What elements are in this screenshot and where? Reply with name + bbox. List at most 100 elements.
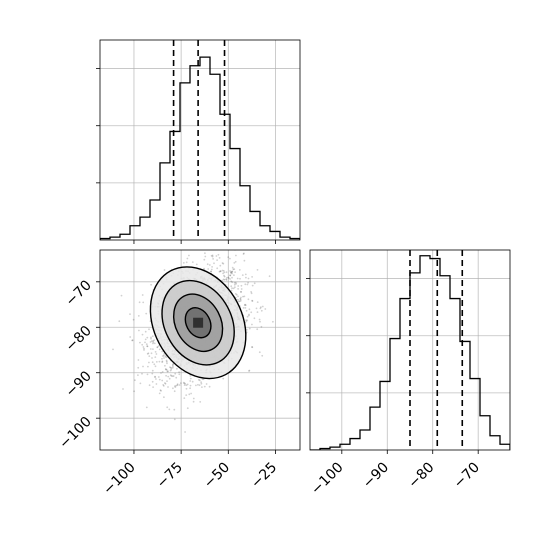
scatter-point [170, 368, 173, 371]
scatter-point [151, 369, 154, 372]
scatter-point [146, 353, 149, 355]
scatter-point [150, 283, 153, 286]
scatter-point [192, 400, 195, 403]
scatter-point [225, 279, 228, 281]
scatter-point [225, 278, 228, 281]
scatter-point [161, 357, 163, 360]
scatter-point [164, 368, 167, 370]
scatter-point [229, 271, 232, 274]
scatter-point [246, 315, 249, 318]
scatter-point [145, 343, 148, 346]
scatter-point [143, 347, 145, 350]
scatter-point [167, 370, 169, 373]
scatter-point [195, 384, 197, 387]
scatter-point [163, 357, 165, 359]
scatter-point [210, 254, 213, 257]
scatter-point [141, 294, 144, 296]
scatter-point [210, 270, 212, 273]
scatter-point [183, 397, 186, 399]
scatter-point [234, 281, 237, 284]
scatter-point [225, 271, 228, 274]
scatter-point [231, 276, 233, 279]
hist-y-frame [309, 249, 511, 451]
joint-density-fill [149, 266, 247, 380]
scatter-point [145, 406, 148, 409]
scatter-point [264, 308, 267, 310]
scatter-point [222, 278, 225, 281]
scatter-point [174, 385, 176, 387]
contour-line [161, 279, 235, 366]
scatter-point [178, 373, 181, 376]
scatter-point [158, 348, 161, 351]
scatter-point [144, 338, 147, 341]
scatter-point [146, 345, 149, 348]
scatter-point [250, 292, 253, 295]
scatter-point [150, 337, 152, 340]
scatter-point [201, 386, 203, 388]
hist-x-frame [99, 39, 301, 241]
scatter-point [251, 276, 254, 278]
scatter-point [255, 307, 258, 310]
scatter-point [239, 298, 242, 300]
scatter-point [235, 282, 238, 285]
scatter-point [159, 389, 162, 392]
scatter-point [172, 366, 174, 369]
scatter-point [247, 277, 250, 280]
density-peak [193, 317, 204, 328]
scatter-point [192, 397, 195, 400]
scatter-point [169, 366, 171, 368]
scatter-point [139, 341, 141, 344]
scatter-point [240, 290, 242, 293]
scatter-point [153, 342, 156, 345]
scatter-point [172, 365, 174, 368]
scatter-point [164, 364, 166, 367]
joint-xtick-label: −25 [248, 460, 280, 492]
scatter-point [165, 374, 168, 377]
scatter-point [197, 378, 200, 381]
scatter-point [256, 311, 259, 313]
scatter-point [131, 339, 134, 342]
scatter-point [162, 354, 165, 357]
scatter-point [259, 320, 261, 323]
joint-ytick-label: −90 [63, 368, 95, 400]
scatter-point [226, 276, 228, 279]
scatter-point [166, 406, 169, 409]
scatter-point [164, 355, 167, 358]
scatter-point [248, 314, 250, 317]
scatter-point [198, 379, 201, 382]
scatter-point [139, 382, 142, 385]
scatter-point [188, 254, 190, 257]
scatter-point [258, 318, 261, 321]
scatter-point [250, 291, 253, 293]
contour-line [172, 293, 224, 353]
scatter-point [248, 327, 251, 330]
scatter-point [244, 283, 247, 286]
scatter-point [189, 387, 192, 390]
scatter-point [218, 270, 221, 273]
scatter-point [199, 401, 202, 403]
scatter-point [186, 257, 189, 260]
scatter-point [230, 289, 233, 292]
scatter-point [227, 277, 230, 280]
scatter-point [148, 328, 150, 331]
scatter-point [167, 386, 169, 388]
scatter-point [233, 268, 236, 270]
scatter-point [231, 281, 234, 284]
hist-y-histogram-step [310, 255, 510, 450]
scatter-point [160, 390, 162, 392]
scatter-point [189, 380, 192, 382]
scatter-point [154, 365, 157, 368]
scatter-point [173, 408, 176, 411]
scatter-point [251, 346, 254, 349]
scatter-point [163, 269, 166, 271]
scatter-point [261, 305, 264, 308]
scatter-point [223, 271, 226, 274]
scatter-point [248, 313, 250, 316]
scatter-point [161, 355, 164, 357]
scatter-point [231, 270, 234, 273]
scatter-point [242, 295, 244, 298]
joint-ytick-label: −70 [63, 277, 95, 309]
scatter-point [185, 261, 188, 264]
scatter-point [176, 383, 179, 386]
scatter-point [237, 288, 240, 290]
